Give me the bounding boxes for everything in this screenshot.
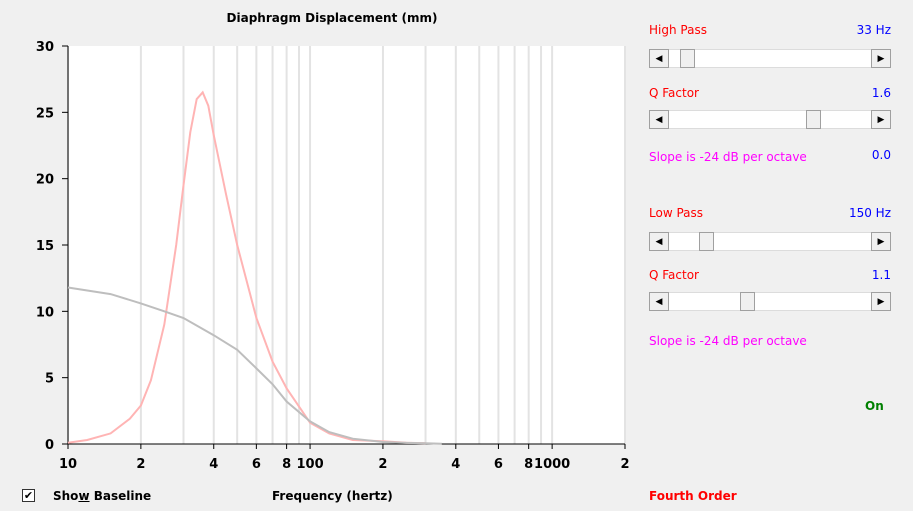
x-tick-label: 6 [494,457,503,472]
high-pass-q-value: 1.6 [871,86,891,100]
x-tick-label: 2 [136,457,145,472]
x-axis-label: Frequency (hertz) [272,489,393,503]
low-pass-value: 150 Hz [848,206,891,220]
high-pass-q-label: Q Factor [649,86,699,100]
low-pass-slider[interactable]: ◀ ▶ [649,232,891,251]
x-tick-label: 100 [296,457,323,472]
filter-order: Fourth Order [649,489,737,503]
low-pass-q-slider[interactable]: ◀ ▶ [649,292,891,311]
x-tick-label: 10 [59,457,77,472]
y-tick-label: 20 [36,173,54,188]
low-pass-slope: Slope is -24 dB per octave [649,334,807,348]
x-tick-label: 6 [252,457,261,472]
high-pass-right-arrow-icon[interactable]: ▶ [871,49,891,68]
x-tick-label: 2 [378,457,387,472]
x-tick-label: 8 [524,457,533,472]
high-pass-left-arrow-icon[interactable]: ◀ [649,49,669,68]
high-pass-slider[interactable]: ◀ ▶ [649,49,891,68]
high-pass-q-slider-track[interactable] [669,110,871,129]
low-pass-right-arrow-icon[interactable]: ▶ [871,232,891,251]
filter-status: On [865,399,884,413]
high-pass-q-slider[interactable]: ◀ ▶ [649,110,891,129]
y-tick-label: 15 [36,239,54,254]
series-line-0 [67,90,426,445]
y-tick-label: 30 [36,40,54,55]
high-pass-q-right-arrow-icon[interactable]: ▶ [871,110,891,129]
low-pass-left-arrow-icon[interactable]: ◀ [649,232,669,251]
low-pass-q-label: Q Factor [649,268,699,282]
low-pass-panel: Low Pass 150 Hz ◀ ▶ Q Factor 1.1 ◀ ▶ Slo… [649,200,891,360]
low-pass-q-value: 1.1 [871,268,891,282]
low-pass-label: Low Pass [649,206,703,220]
y-tick-label: 10 [36,305,54,320]
high-pass-slider-track[interactable] [669,49,871,68]
show-baseline-checkbox[interactable]: ✔ [22,489,35,502]
checkmark-icon: ✔ [23,489,34,502]
x-tick-label: 2 [620,457,629,472]
high-pass-slider-thumb[interactable] [680,49,696,68]
low-pass-q-slider-thumb[interactable] [740,292,756,311]
x-tick-label: 1000 [534,457,570,472]
low-pass-q-left-arrow-icon[interactable]: ◀ [649,292,669,311]
high-pass-value: 33 Hz [856,23,891,37]
high-pass-slope: Slope is -24 dB per octave [649,150,807,164]
y-tick-label: 5 [45,372,54,387]
high-pass-q-left-arrow-icon[interactable]: ◀ [649,110,669,129]
high-pass-slope-value: 0.0 [871,148,891,162]
low-pass-slider-track[interactable] [669,232,871,251]
y-tick-label: 0 [45,438,54,453]
x-tick-label: 4 [209,457,218,472]
low-pass-q-right-arrow-icon[interactable]: ▶ [871,292,891,311]
high-pass-panel: High Pass 33 Hz ◀ ▶ Q Factor 1.6 ◀ ▶ Slo… [649,0,891,180]
low-pass-q-slider-track[interactable] [669,292,871,311]
x-tick-label: 8 [282,457,291,472]
series-line-1 [67,286,442,445]
y-tick-label: 25 [36,106,54,121]
chart-title: Diaphragm Displacement (mm) [227,11,438,25]
x-tick-label: 4 [451,457,460,472]
plot-area [68,46,625,444]
high-pass-label: High Pass [649,23,707,37]
low-pass-slider-thumb[interactable] [698,232,714,251]
high-pass-q-slider-thumb[interactable] [805,110,821,129]
show-baseline-label[interactable]: Show Baseline [53,489,152,503]
